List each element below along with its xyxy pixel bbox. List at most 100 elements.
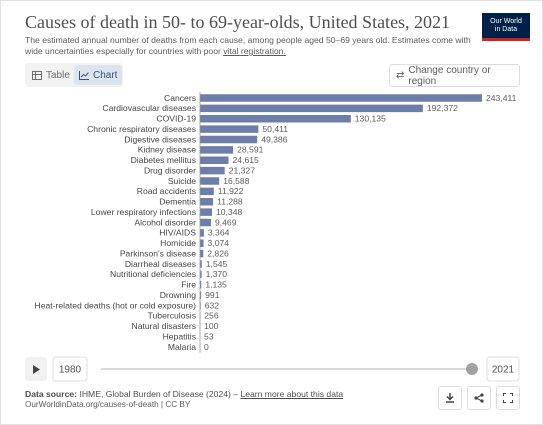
category-label: Drug disorder [144,165,196,175]
bar [200,281,202,289]
category-label: Cancers [164,93,196,103]
category-label: Tuberculosis [148,311,196,321]
play-icon [33,365,40,374]
category-label: Diarrheal diseases [125,259,196,269]
category-label: Cardiovascular diseases [102,103,196,113]
subtitle-text: The estimated annual number of deaths fr… [25,35,471,56]
category-label: Malaria [168,342,196,352]
share-button[interactable] [467,386,491,410]
value-label: 21,327 [229,165,256,175]
value-label: 16,588 [223,176,250,186]
timeline: 1980 2021 [25,356,520,382]
bar [200,249,204,258]
category-label: Drowning [160,290,197,300]
bar [200,94,482,102]
download-button[interactable] [438,386,462,410]
bar [200,239,204,247]
category-label: Natural disasters [132,321,196,331]
source-line: Data source: IHME, Global Burden of Dise… [25,389,343,399]
bar [200,166,225,175]
value-label: 50,411 [262,124,288,134]
button-label: Change country or region [408,64,491,87]
url: OurWorldinData.org/causes-of-death | CC … [25,400,191,409]
value-label: 1,545 [206,259,228,269]
category-label: Digestive diseases [124,134,196,144]
category-label: Lower respiratory infections [91,207,196,217]
fullscreen-button[interactable] [496,386,520,410]
category-label: Road accidents [137,186,196,196]
tab-label: Chart [93,69,118,81]
download-icon [446,393,454,403]
category-label: HIV/AIDS [159,228,196,238]
share-icon [474,393,484,403]
start-year-box[interactable] [52,356,88,382]
category-label: COVID-19 [156,114,196,124]
value-label: 10,348 [216,207,243,217]
value-label: 53 [204,331,214,341]
category-label: Heat-related deaths (hot or cold exposur… [35,300,197,310]
value-label: 192,372 [427,103,458,113]
value-label: 3,364 [208,228,230,238]
value-label: 24,615 [233,155,260,165]
bar [200,115,351,123]
table-icon [32,70,42,80]
category-label: Kidney disease [138,145,197,155]
timeline-handle[interactable] [466,363,478,375]
bar [200,125,259,133]
value-label: 1,135 [205,280,227,290]
table-tab[interactable]: Table [27,65,75,85]
bar [200,135,258,144]
category-label: Fire [181,280,196,290]
bar [200,218,211,227]
category-label: Alcohol disorder [134,217,196,227]
category-label: Nutritional deficiencies [110,269,196,279]
category-label: Dementia [159,197,196,207]
value-label: 11,288 [217,197,243,207]
category-label: Parkinson's disease [120,248,196,258]
value-label: 0 [204,342,209,352]
source: IHME, Global Burden of Disease (2024) – [79,389,239,399]
change-country-button[interactable]: ⇄ Change country or region [389,64,520,87]
bar [200,156,229,164]
subtitle-link[interactable]: vital registration. [223,46,286,56]
learn-more-link[interactable]: Learn more about this data [240,389,344,399]
category-label: Chronic respiratory diseases [87,124,196,134]
category-label: Diabetes mellitus [131,155,196,165]
chart-subtitle: The estimated annual number of deaths fr… [25,35,475,57]
logo[interactable]: Our World in Data [482,13,530,41]
chart-icon [79,70,89,80]
end-year-box[interactable] [486,356,520,382]
bar [200,229,204,237]
bar [200,198,214,206]
end-year: 2021 [492,365,515,376]
value-label: 243,411 [486,93,517,103]
bar [200,270,202,279]
chart-tab[interactable]: Chart [74,65,123,85]
source-label: Data source: [25,389,78,399]
value-label: 1,370 [206,269,228,279]
value-label: 28,591 [237,145,264,155]
bar [200,208,212,216]
value-label: 991 [205,290,220,300]
bar [200,104,423,113]
value-label: 632 [205,300,220,310]
bar [200,291,202,299]
chart: Cancers 243,411 Cardiovascular diseases 192… [35,92,517,353]
fullscreen-icon [503,393,513,403]
value-label: 256 [204,311,219,321]
bar [200,177,220,185]
value-label: 3,074 [208,238,230,248]
value-label: 100 [204,321,219,331]
value-label: 130,135 [355,114,386,124]
bar [200,146,234,154]
category-label: Homicide [160,238,196,248]
bar [200,260,202,268]
value-label: 2,826 [207,248,229,258]
tab-label: Table [46,69,70,81]
value-label: 9,469 [215,217,237,227]
value-label: 11,922 [218,186,244,196]
start-year: 1980 [59,365,82,376]
value-label: 49,386 [261,134,288,144]
bar [200,187,214,196]
